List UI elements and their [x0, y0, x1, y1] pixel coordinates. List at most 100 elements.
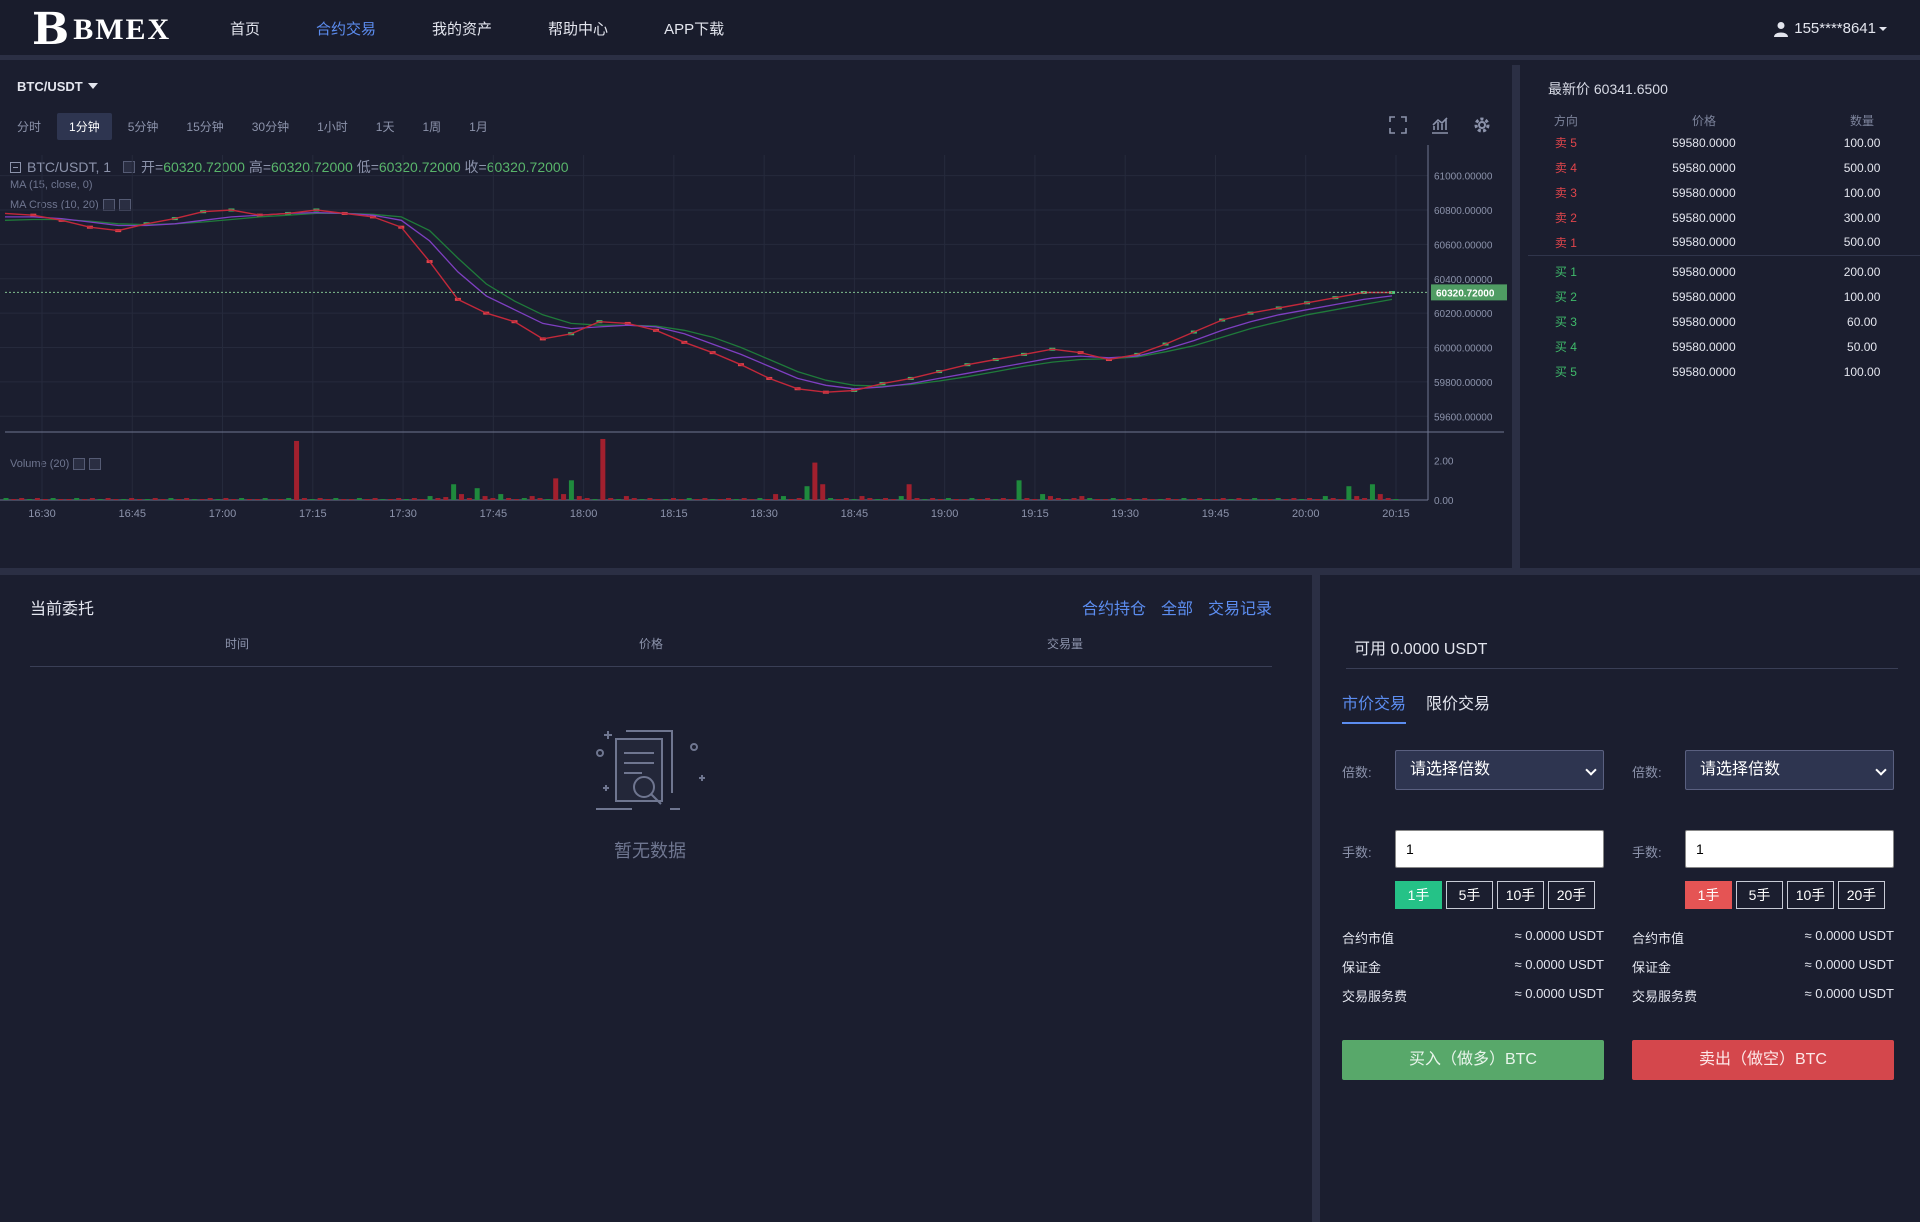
volume-bar: [914, 498, 920, 500]
lots-20-button[interactable]: 20手: [1838, 881, 1885, 909]
order-book-row[interactable]: 买 2 59580.0000 100.00: [1528, 284, 1920, 309]
price-chart[interactable]: 16:30 16:45 17:00 17:15 17:30 17:45 18:00 18:15…: [0, 145, 1512, 568]
volume-bar: [50, 498, 56, 500]
order-book-row[interactable]: 卖 1 59580.0000 500.00: [1528, 230, 1920, 255]
x-tick-label: 17:00: [209, 508, 237, 520]
leverage-placeholder: 请选择倍数: [1410, 761, 1491, 778]
volume-bar: [930, 498, 936, 500]
order-book-row[interactable]: 卖 5 59580.0000 100.00: [1528, 130, 1920, 155]
indicator-icon[interactable]: [1430, 115, 1450, 135]
timeframe-tab[interactable]: 1小时: [317, 120, 348, 134]
gear-icon[interactable]: [1472, 115, 1492, 135]
buy-long-button[interactable]: 买入（做多）BTC: [1342, 1040, 1604, 1080]
x-tick-label: 19:30: [1111, 508, 1139, 520]
orders-table-header: 时间 价格 交易量: [30, 635, 1272, 667]
volume-bar: [906, 484, 912, 500]
close-mini-icon[interactable]: [89, 458, 102, 470]
lots-input[interactable]: 1: [1685, 830, 1894, 868]
leverage-select[interactable]: 请选择倍数: [1395, 750, 1604, 790]
link-trade-history[interactable]: 交易记录: [1207, 601, 1272, 618]
book-qty: 300.00: [1843, 210, 1881, 225]
orders-title: 当前委托: [30, 601, 95, 618]
volume-bar: [953, 499, 959, 501]
lots-5-button[interactable]: 5手: [1736, 881, 1783, 909]
volume-bar: [239, 498, 245, 500]
timeframe-tab[interactable]: 1天: [375, 120, 395, 134]
timeframe-tab[interactable]: 5分钟: [127, 120, 159, 134]
volume-bar: [1016, 480, 1022, 500]
pair-label: BTC/USDT: [17, 79, 83, 94]
lots-5-button[interactable]: 5手: [1446, 881, 1493, 909]
volume-bar: [820, 484, 826, 500]
timeframe-tab[interactable]: 1月: [469, 120, 488, 134]
tab-market-order[interactable]: 市价交易: [1342, 690, 1407, 724]
lots-1-button[interactable]: 1手: [1685, 881, 1732, 909]
book-price: 59580.0000: [1672, 210, 1736, 225]
volume-bar: [702, 498, 708, 500]
volume-bar: [616, 499, 622, 501]
tab-limit-order[interactable]: 限价交易: [1426, 696, 1491, 713]
volume-tick-label: 2.00: [1434, 457, 1454, 468]
link-positions[interactable]: 合约持仓: [1081, 601, 1146, 618]
leverage-select[interactable]: 请选择倍数: [1685, 750, 1894, 790]
settings-mini-icon[interactable]: [73, 458, 86, 470]
order-book-row[interactable]: 卖 2 59580.0000 300.00: [1528, 205, 1920, 230]
timeframe-tab[interactable]: 分时: [17, 120, 42, 134]
volume-bar: [286, 498, 292, 500]
ma-legend: MA (15, close, 0): [10, 179, 93, 191]
lots-1-button[interactable]: 1手: [1395, 881, 1442, 909]
logo[interactable]: B BMEX: [32, 8, 171, 52]
nav-help-center[interactable]: 帮助中心: [548, 21, 609, 38]
volume-bar: [27, 499, 33, 501]
volume-bar: [191, 499, 197, 501]
link-all[interactable]: 全部: [1160, 601, 1193, 618]
lots-20-button[interactable]: 20手: [1548, 881, 1595, 909]
nav-app-download[interactable]: APP下载: [664, 21, 725, 38]
volume-bar: [1314, 499, 1320, 501]
empty-document-icon: [596, 730, 705, 810]
timeframe-tab[interactable]: 30分钟: [251, 120, 290, 134]
divider: [0, 568, 1920, 575]
volume-bar: [796, 498, 802, 500]
timeframe-tab[interactable]: 1分钟: [57, 113, 112, 140]
timeframe-tab[interactable]: 15分钟: [186, 120, 224, 134]
user-menu[interactable]: 155****8641: [1774, 20, 1890, 37]
ohlc-legend: BTC/USDT, 1 开= 60320.72000 高= 60320.72000 …: [10, 157, 569, 177]
nav-home[interactable]: 首页: [230, 21, 261, 38]
lots-10-button[interactable]: 10手: [1497, 881, 1544, 909]
volume-bar: [1236, 498, 1242, 500]
y-tick-label: 60400.00000: [1434, 275, 1493, 286]
chevron-down-icon: [1875, 764, 1887, 776]
nav-contract-trading[interactable]: 合约交易: [316, 21, 377, 38]
order-book-row[interactable]: 买 1 59580.0000 200.00: [1528, 259, 1920, 284]
timeframe-tab[interactable]: 1周: [422, 120, 442, 134]
pair-selector[interactable]: BTC/USDT: [17, 79, 98, 94]
order-book-row[interactable]: 卖 3 59580.0000 100.00: [1528, 180, 1920, 205]
lots-10-button[interactable]: 10手: [1787, 881, 1834, 909]
volume-bar: [741, 498, 747, 500]
ma-cross-line: [4, 212, 1393, 387]
collapse-icon[interactable]: [10, 161, 21, 173]
volume-bar: [1040, 494, 1046, 500]
order-type-tabs: 市价交易 限价交易: [1342, 690, 1510, 724]
close-value: 60320.72000: [486, 159, 569, 175]
sell-short-button[interactable]: 卖出（做空）BTC: [1632, 1040, 1894, 1080]
info-value: ≈ 0.0000 USDT: [1514, 928, 1604, 943]
fullscreen-icon[interactable]: [1388, 115, 1408, 135]
book-price: 59580.0000: [1672, 135, 1736, 150]
order-book-row[interactable]: 买 3 59580.0000 60.00: [1528, 309, 1920, 334]
x-tick-label: 19:15: [1021, 508, 1049, 520]
volume-bar: [1032, 499, 1038, 501]
nav-my-assets[interactable]: 我的资产: [432, 21, 493, 38]
order-book-row[interactable]: 买 4 59580.0000 50.00: [1528, 334, 1920, 359]
book-qty: 500.00: [1843, 235, 1881, 250]
order-book-row[interactable]: 卖 4 59580.0000 500.00: [1528, 155, 1920, 180]
ma-cross-label: MA Cross (10, 20): [10, 199, 99, 211]
info-key: 交易服务费: [1632, 989, 1698, 1004]
volume-bar: [419, 499, 425, 501]
book-qty: 100.00: [1843, 135, 1881, 150]
info-key: 保证金: [1342, 960, 1382, 975]
order-book-row[interactable]: 买 5 59580.0000 100.00: [1528, 359, 1920, 384]
volume-bar: [246, 499, 252, 501]
lots-input[interactable]: 1: [1395, 830, 1604, 868]
